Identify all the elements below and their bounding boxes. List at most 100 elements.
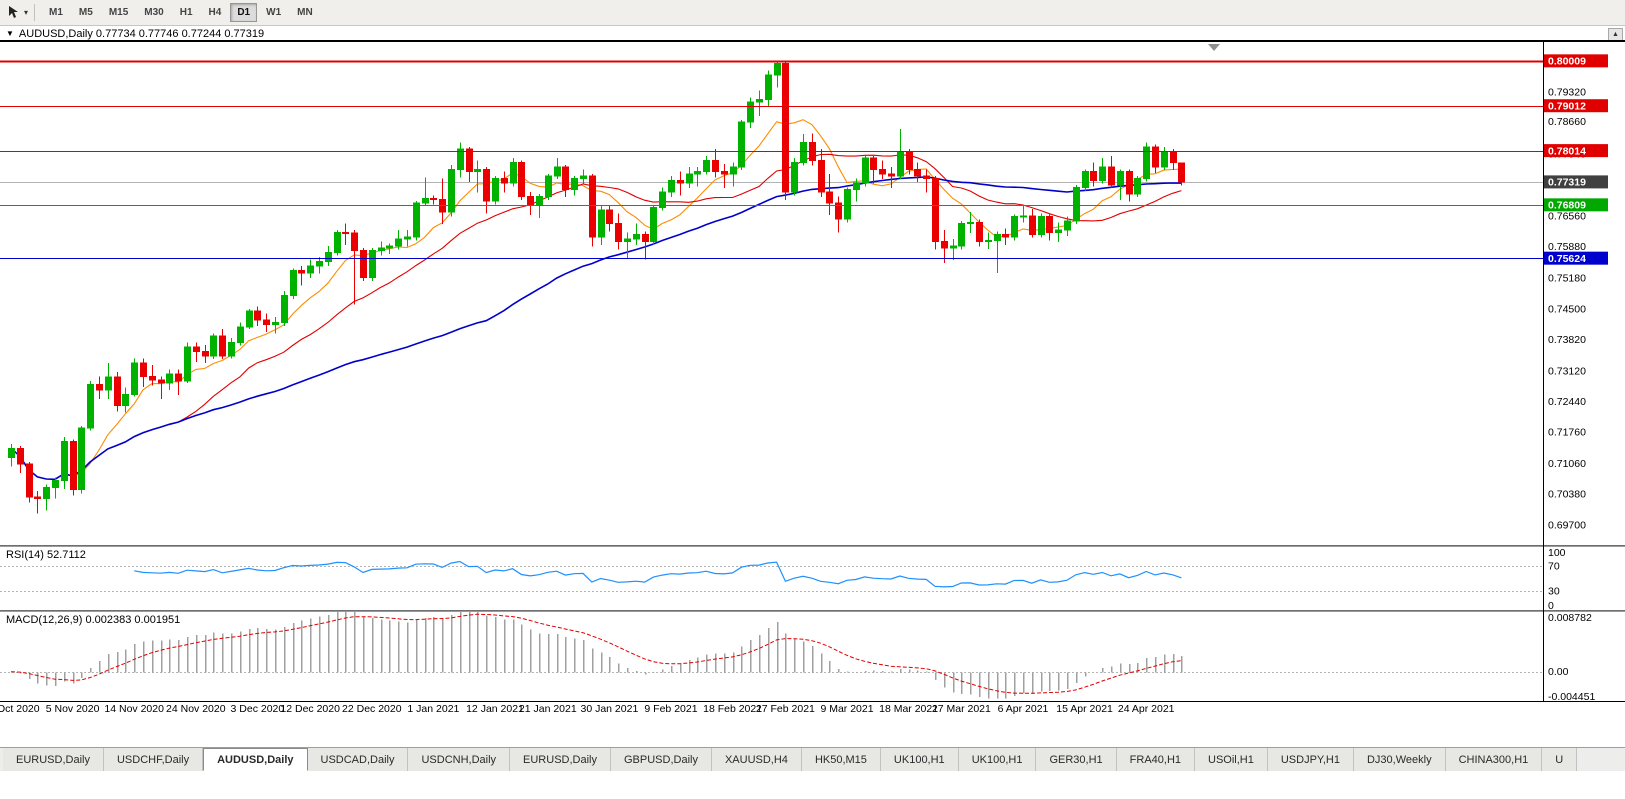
rsi-axis-tick: 0 — [1548, 600, 1554, 610]
date-axis-label: 6 Apr 2021 — [997, 703, 1049, 715]
date-axis-label: 24 Nov 2020 — [166, 703, 226, 715]
price-axis-badge — [1544, 198, 1608, 212]
chart-shift-marker-icon[interactable] — [1208, 44, 1220, 51]
symbol-ohlc-text: AUDUSD,Daily 0.77734 0.77746 0.77244 0.7… — [18, 27, 265, 40]
date-axis-label: 18 Mar 2021 — [879, 703, 939, 715]
chart-tab-fra40-h1[interactable]: FRA40,H1 — [1116, 748, 1196, 771]
macd-label-text: MACD(12,26,9) 0.002383 0.001951 — [6, 614, 181, 626]
dropdown-caret-icon[interactable]: ▾ — [24, 8, 29, 17]
cursor-icon — [8, 6, 18, 18]
timeframe-button-w1[interactable]: W1 — [259, 3, 288, 22]
macd-histogram — [10, 612, 1183, 699]
date-axis-label: 27 Oct 2020 — [0, 703, 40, 715]
chart-tab-eurusd-daily[interactable]: EURUSD,Daily — [510, 748, 611, 771]
macd-signal-line — [10, 613, 1182, 694]
macd-axis-tick: -0.004451 — [1548, 691, 1595, 702]
chart-tab-uk100-h1[interactable]: UK100,H1 — [880, 748, 959, 771]
date-axis-label: 27 Mar 2021 — [931, 703, 991, 715]
price-axis-badge-text: 0.80009 — [1548, 56, 1586, 68]
ma-line-8 — [10, 119, 1182, 480]
chart-tab-china300-h1[interactable]: CHINA300,H1 — [1445, 748, 1543, 771]
chart-tab-usdchf-daily[interactable]: USDCHF,Daily — [103, 748, 204, 771]
chart-top-border — [0, 40, 1625, 41]
price-axis-tick: 0.76560 — [1548, 211, 1586, 223]
date-axis-label: 12 Jan 2021 — [466, 703, 524, 715]
chart-tab-usoil-h1[interactable]: USOil,H1 — [1195, 748, 1268, 771]
pane-divider-macd[interactable] — [0, 610, 1625, 612]
collapse-triangle-icon[interactable]: ▼ — [6, 29, 14, 38]
date-axis-label: 3 Dec 2020 — [230, 703, 285, 715]
chart-tab-xauusd-h4[interactable]: XAUUSD,H4 — [711, 748, 802, 771]
chart-tab-gbpusd-daily[interactable]: GBPUSD,Daily — [611, 748, 712, 771]
price-axis-badge — [1544, 99, 1608, 113]
price-axis-tick: 0.74500 — [1548, 303, 1586, 315]
chart-tab-dj30-weekly[interactable]: DJ30,Weekly — [1353, 748, 1446, 771]
date-axis-label: 12 Dec 2020 — [280, 703, 340, 715]
chart-cursor-icon[interactable] — [5, 4, 23, 22]
price-axis-tick: 0.75180 — [1548, 273, 1586, 285]
rsi-axis-tick: 70 — [1548, 560, 1560, 572]
chart-tab-usdcad-daily[interactable]: USDCAD,Daily — [307, 748, 409, 771]
price-axis-badge — [1544, 54, 1608, 68]
timeframe-buttons: M1 M5 M15 M30 H1 H4 D1 W1 MN — [41, 3, 321, 22]
chart-tab-usdcnh-daily[interactable]: USDCNH,Daily — [408, 748, 511, 771]
ma-line-20 — [10, 153, 1182, 480]
macd-axis-tick: 0.00 — [1548, 666, 1569, 678]
date-axis-label: 1 Jan 2021 — [407, 703, 460, 715]
chart-tab-usdjpy-h1[interactable]: USDJPY,H1 — [1267, 748, 1354, 771]
rsi-axis-tick: 30 — [1548, 586, 1560, 598]
macd-label: MACD(12,26,9) 0.002383 0.001951 — [6, 614, 180, 626]
macd-pane[interactable]: 0.008782 0.00 -0.004451 — [0, 612, 1625, 702]
price-axis-tick: 0.70380 — [1548, 489, 1586, 501]
timeframe-button-h4[interactable]: H4 — [202, 3, 229, 22]
chart-tab-uk100-h1[interactable]: UK100,H1 — [958, 748, 1037, 771]
date-axis-label: 22 Dec 2020 — [342, 703, 402, 715]
date-axis-label: 30 Jan 2021 — [580, 703, 639, 715]
rsi-label: RSI(14) 52.7112 — [6, 549, 86, 561]
chart-tab-eurusd-daily[interactable]: EURUSD,Daily — [3, 748, 104, 771]
main-price-chart[interactable]: 0.793200.786600.779400.765600.758800.751… — [0, 41, 1625, 545]
price-axis-badge-text: 0.77319 — [1548, 177, 1586, 189]
date-axis-label: 5 Nov 2020 — [45, 703, 100, 715]
rsi-line — [134, 560, 1182, 588]
timeframe-button-m5[interactable]: M5 — [72, 3, 100, 22]
timeframe-toolbar: ▾ M1 M5 M15 M30 H1 H4 D1 W1 MN — [0, 0, 1625, 26]
timeframe-button-d1[interactable]: D1 — [230, 3, 258, 22]
price-axis-badge — [1544, 251, 1608, 265]
pane-divider-rsi[interactable] — [0, 545, 1625, 547]
date-axis-label: 21 Jan 2021 — [518, 703, 577, 715]
price-axis-badge-text: 0.75624 — [1548, 253, 1586, 265]
date-axis-label: 27 Feb 2021 — [755, 703, 815, 715]
rsi-axis-tick: 100 — [1548, 547, 1566, 559]
chart-tab-audusd-daily[interactable]: AUDUSD,Daily — [203, 748, 308, 771]
symbol-ohlc-label: ▼ AUDUSD,Daily 0.77734 0.77746 0.77244 0… — [6, 27, 264, 40]
price-axis-tick: 0.79320 — [1548, 86, 1586, 98]
price-axis-tick: 0.71760 — [1548, 427, 1586, 439]
price-axis-tick: 0.73820 — [1548, 334, 1586, 346]
date-axis-label: 18 Feb 2021 — [703, 703, 763, 715]
chart-tab-hk50-m15[interactable]: HK50,M15 — [801, 748, 881, 771]
timeframe-button-h1[interactable]: H1 — [173, 3, 200, 22]
price-axis-badge-text: 0.79012 — [1548, 101, 1586, 113]
date-axis-label: 15 Apr 2021 — [1056, 703, 1113, 715]
timeframe-button-mn[interactable]: MN — [290, 3, 320, 22]
price-axis-border — [1543, 41, 1544, 702]
timeframe-button-m30[interactable]: M30 — [137, 3, 170, 22]
timeframe-button-m15[interactable]: M15 — [102, 3, 135, 22]
candlesticks — [8, 60, 1185, 514]
price-axis-badge-text: 0.76809 — [1548, 200, 1586, 212]
chart-tab-u[interactable]: U — [1542, 748, 1578, 771]
price-axis-tick: 0.75880 — [1548, 241, 1586, 253]
price-axis-badge — [1544, 144, 1608, 158]
rsi-label-text: RSI(14) 52.7112 — [6, 549, 86, 561]
price-axis-tick: 0.71060 — [1548, 458, 1586, 470]
price-axis-badge-text: 0.78014 — [1548, 145, 1586, 157]
price-axis-badge — [1544, 175, 1608, 189]
timeframe-button-m1[interactable]: M1 — [42, 3, 70, 22]
date-axis-label: 24 Apr 2021 — [1117, 703, 1175, 715]
chart-tab-ger30-h1[interactable]: GER30,H1 — [1036, 748, 1117, 771]
chart-tabs-bar: EURUSD,Daily USDCHF,Daily AUDUSD,Daily USDC… — [0, 747, 1625, 771]
